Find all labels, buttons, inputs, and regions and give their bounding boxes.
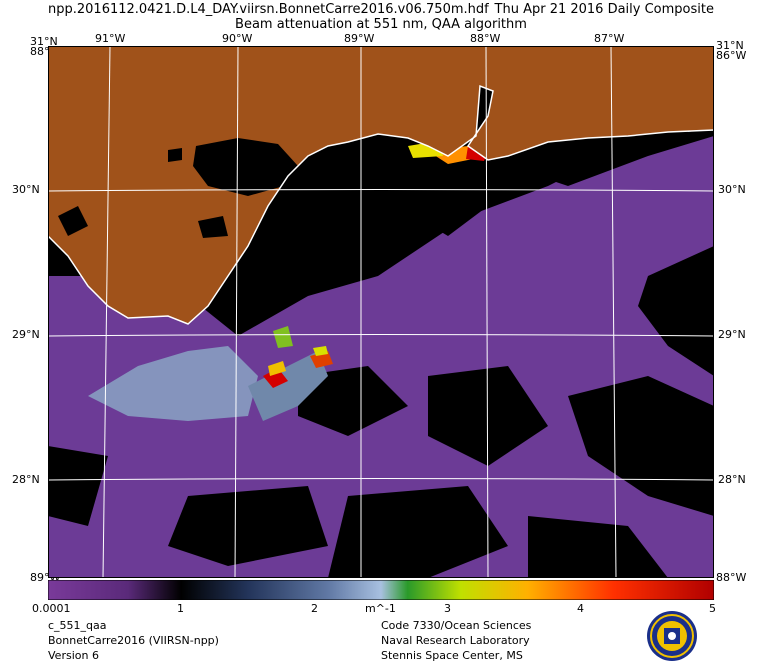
lat-label-left: 29°N bbox=[12, 328, 40, 341]
lon-label: 89°W bbox=[344, 32, 375, 45]
map-header: npp.2016112.0421.D.L4_DAY.viirsn.BonnetC… bbox=[0, 0, 762, 34]
lon-label: 91°W bbox=[95, 32, 126, 45]
product-name: c_551_qaa bbox=[48, 619, 107, 632]
colorbar-tick: 4 bbox=[577, 602, 584, 615]
colorbar-tick: 1 bbox=[177, 602, 184, 615]
footer-org: Code 7330/Ocean Sciences Naval Research … bbox=[381, 618, 531, 663]
satellite-map bbox=[48, 46, 714, 578]
corner-lat-top-right: 31°N bbox=[716, 39, 744, 52]
org-line-1: Code 7330/Ocean Sciences bbox=[381, 619, 532, 632]
nrl-seal-icon bbox=[647, 611, 697, 661]
land-mass bbox=[48, 46, 714, 324]
lat-label-left: 28°N bbox=[12, 473, 40, 486]
colorbar bbox=[48, 580, 714, 600]
lat-label-right: 29°N bbox=[718, 328, 746, 341]
composite-date: Thu Apr 21 2016 Daily Composite bbox=[494, 2, 714, 17]
plume-delta bbox=[248, 351, 328, 421]
corner-bottom-right: 88°W bbox=[716, 571, 747, 584]
lon-label: 88°W bbox=[470, 32, 501, 45]
lon-label: 90°W bbox=[222, 32, 253, 45]
colorbar-tick: 3 bbox=[444, 602, 451, 615]
footer-left: c_551_qaa BonnetCarre2016 (VIIRSN-npp) V… bbox=[48, 618, 219, 663]
corner-lon-top-right: 86°W bbox=[716, 49, 747, 62]
lat-label-right: 30°N bbox=[718, 183, 746, 196]
lakes bbox=[58, 138, 368, 316]
plume-west bbox=[88, 346, 258, 421]
colorbar-unit: m^-1 bbox=[365, 602, 396, 615]
region-name: BonnetCarre2016 (VIIRSN-npp) bbox=[48, 634, 219, 647]
lat-label-left: 30°N bbox=[12, 183, 40, 196]
map-subtitle: Beam attenuation at 551 nm, QAA algorith… bbox=[235, 17, 527, 32]
colorbar-tick: 0.0001 bbox=[32, 602, 71, 615]
version-label: Version 6 bbox=[48, 649, 99, 662]
org-line-2: Naval Research Laboratory bbox=[381, 634, 530, 647]
org-line-3: Stennis Space Center, MS bbox=[381, 649, 523, 662]
graticule bbox=[48, 46, 714, 578]
coastline bbox=[48, 84, 714, 325]
colorbar-tick: 5 bbox=[709, 602, 716, 615]
colorbar-tick: 2 bbox=[311, 602, 318, 615]
file-name: npp.2016112.0421.D.L4_DAY.viirsn.BonnetC… bbox=[48, 2, 489, 17]
lon-label: 87°W bbox=[594, 32, 625, 45]
corner-lat-top-left: 31°N bbox=[30, 35, 58, 48]
lat-label-right: 28°N bbox=[718, 473, 746, 486]
